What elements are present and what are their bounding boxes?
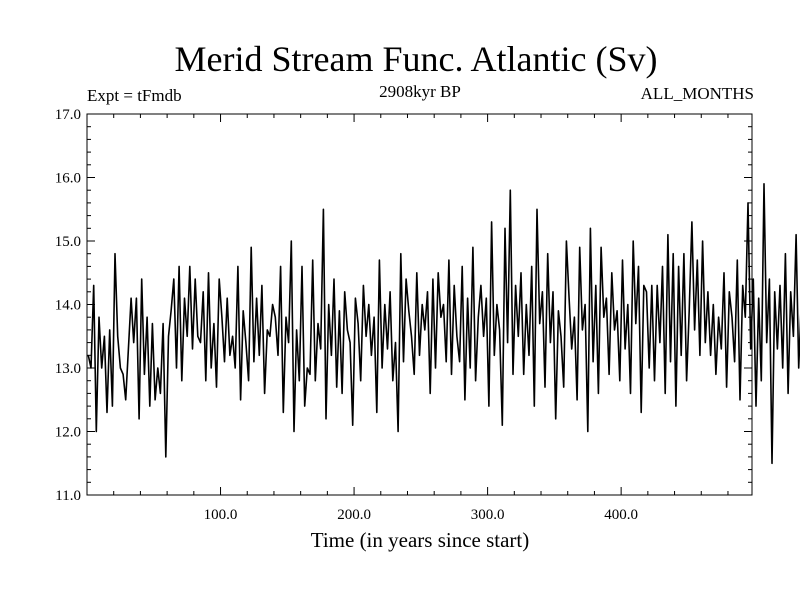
period-label: 2908kyr BP <box>379 82 461 101</box>
months-label: ALL_MONTHS <box>640 84 754 103</box>
y-tick-label: 13.0 <box>55 361 81 377</box>
y-tick-label: 11.0 <box>55 488 81 504</box>
series-line <box>87 183 800 465</box>
y-tick-label: 16.0 <box>55 171 81 187</box>
experiment-label: Expt = tFmdb <box>87 86 182 105</box>
x-tick-label: 200.0 <box>337 507 371 523</box>
y-tick-label: 14.0 <box>55 298 81 314</box>
x-tick-label: 300.0 <box>471 507 505 523</box>
y-tick-label: 15.0 <box>55 234 81 250</box>
y-tick-label: 17.0 <box>55 107 81 123</box>
axis-ticks <box>87 113 752 496</box>
x-tick-label: 400.0 <box>604 507 638 523</box>
y-tick-label: 12.0 <box>55 425 81 441</box>
tick-labels: 100.0 200.0 300.0 400.0 11.0 12.0 13.0 14.0 15.0… <box>55 107 638 523</box>
x-axis-label: Time (in years since start) <box>310 528 530 552</box>
x-tick-label: 100.0 <box>204 507 238 523</box>
chart-title: Merid Stream Func. Atlantic (Sv) <box>174 39 658 79</box>
